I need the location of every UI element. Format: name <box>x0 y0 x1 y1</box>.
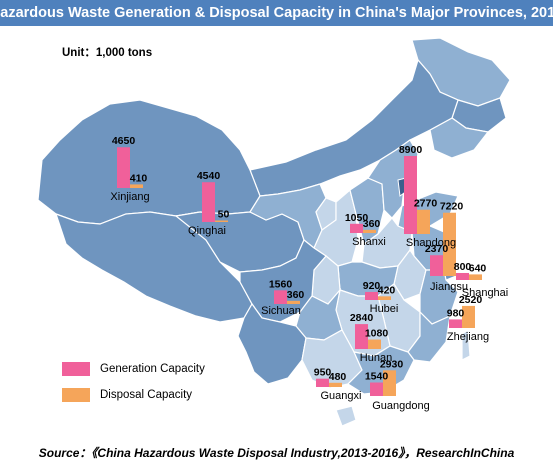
value-label-generation-hunan: 2840 <box>350 312 374 324</box>
value-label-generation-guangxi: 950 <box>314 367 332 379</box>
bar-generation-guangdong <box>370 382 383 396</box>
legend-label-disposal: Disposal Capacity <box>100 389 193 401</box>
province-guangdong <box>347 345 415 395</box>
bar-generation-xinjiang <box>117 147 130 188</box>
province-fujian <box>407 310 451 363</box>
bar-generation-shandong <box>404 156 417 234</box>
value-label-disposal-sichuan: 360 <box>287 289 305 301</box>
legend-item-generation: Generation Capacity <box>62 362 205 376</box>
value-label-generation-guangdong: 1540 <box>365 371 389 383</box>
value-label-generation-shanxi: 1050 <box>345 212 369 224</box>
category-label-shanghai: Shanghai <box>462 287 509 299</box>
bar-disposal-qinghai <box>215 220 228 222</box>
legend-label-generation: Generation Capacity <box>100 363 205 375</box>
value-label-disposal-shanxi: 360 <box>363 218 381 230</box>
value-label-generation-qinghai: 4540 <box>197 170 221 182</box>
value-label-disposal-xinjiang: 410 <box>130 172 148 184</box>
value-label-generation-sichuan: 1560 <box>269 278 293 290</box>
value-label-disposal-shanghai: 640 <box>469 262 487 274</box>
bar-disposal-xinjiang <box>130 184 143 188</box>
bar-disposal-shandong <box>417 209 430 234</box>
unit-label: Unit：1,000 tons <box>62 47 153 59</box>
category-label-sichuan: Sichuan <box>261 305 301 317</box>
value-label-disposal-qinghai: 50 <box>218 209 230 221</box>
value-label-disposal-hunan: 1080 <box>365 328 389 340</box>
bar-generation-shanxi <box>350 223 363 233</box>
category-label-guangdong: Guangdong <box>372 400 430 412</box>
bar-disposal-hubei <box>378 296 391 300</box>
bar-generation-qinghai <box>202 182 215 222</box>
value-label-disposal-jiangsu: 7220 <box>440 201 464 213</box>
province-liaoning <box>429 117 490 159</box>
bar-disposal-guangdong <box>383 370 396 396</box>
bar-disposal-shanxi <box>363 229 376 233</box>
bar-generation-hunan <box>355 324 368 349</box>
bar-disposal-sichuan <box>287 300 300 304</box>
category-label-shandong: Shandong <box>406 237 456 249</box>
province-label-layer: Xinjiang Qinghai Sichuan Shanxi Hubei Hunan Gu… <box>110 191 508 412</box>
category-label-qinghai: Qinghai <box>188 225 226 237</box>
legend-swatch-generation <box>62 362 90 376</box>
province-xinjiang <box>37 99 261 225</box>
category-label-zhejiang: Zhejiang <box>447 331 489 343</box>
bar-generation-sichuan <box>274 290 287 304</box>
province-inner-mongolia <box>249 58 459 197</box>
bar-disposal-guangxi <box>329 382 342 387</box>
legend-item-disposal: Disposal Capacity <box>62 388 192 402</box>
bar-layer <box>117 147 482 396</box>
bar-disposal-shanghai <box>469 274 482 280</box>
category-label-xinjiang: Xinjiang <box>110 191 149 203</box>
value-label-disposal-guangxi: 480 <box>329 371 347 383</box>
bar-generation-shanghai <box>456 272 469 280</box>
bar-generation-zhejiang <box>449 319 462 328</box>
category-label-guangxi: Guangxi <box>321 390 362 402</box>
value-label-disposal-hubei: 420 <box>378 284 396 296</box>
value-label-disposal-guangdong: 2930 <box>380 358 404 370</box>
value-label-generation-jiangsu: 2370 <box>425 243 449 255</box>
value-label-disposal-shandong: 2770 <box>414 198 438 210</box>
chart-title: Hazardous Waste Generation & Disposal Ca… <box>0 5 553 21</box>
province-taiwan <box>461 328 471 361</box>
bar-disposal-hunan <box>368 339 381 349</box>
category-label-hubei: Hubei <box>370 303 399 315</box>
category-label-hunan: Hunan <box>360 352 392 364</box>
province-hainan <box>335 405 357 427</box>
value-label-disposal-zhejiang: 2520 <box>459 294 483 306</box>
value-label-generation-zhejiang: 980 <box>447 307 465 319</box>
value-label-generation-hubei: 920 <box>363 280 381 292</box>
value-label-generation-shanghai: 800 <box>454 261 472 273</box>
bar-disposal-jiangsu <box>443 212 456 276</box>
value-label-generation-shandong: 8900 <box>399 144 423 156</box>
bar-generation-jiangsu <box>430 255 443 276</box>
category-label-shanxi: Shanxi <box>352 236 386 248</box>
bar-generation-hubei <box>365 291 378 300</box>
category-label-jiangsu: Jiangsu <box>430 281 468 293</box>
source-note: Source：《China Hazardous Waste Disposal I… <box>38 446 515 460</box>
value-label-generation-xinjiang: 4650 <box>112 135 136 147</box>
bar-generation-guangxi <box>316 378 329 387</box>
bar-disposal-zhejiang <box>462 305 475 328</box>
legend-swatch-disposal <box>62 388 90 402</box>
title-bar: Hazardous Waste Generation & Disposal Ca… <box>0 0 553 26</box>
